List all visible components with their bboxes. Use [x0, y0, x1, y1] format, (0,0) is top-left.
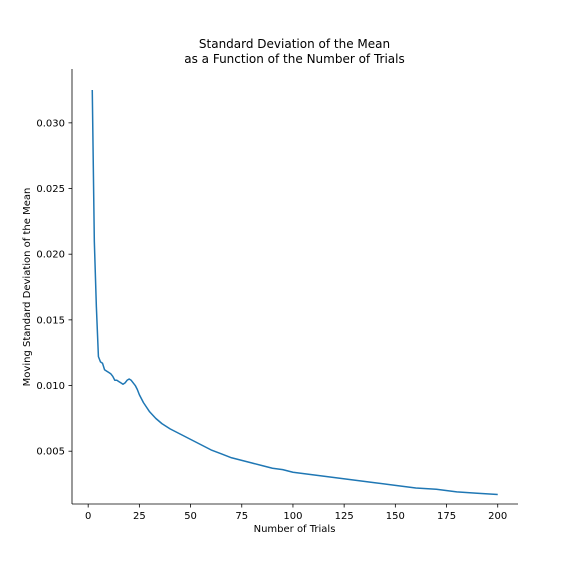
series-line	[91, 89, 498, 496]
y-axis-ticks: 0.005 0.010 0.015 0.020 0.025 0.030	[36, 118, 72, 458]
x-tick-label: 75	[235, 511, 248, 522]
x-tick-label: 175	[437, 511, 456, 522]
x-tick-label: 25	[133, 511, 146, 522]
y-axis-label: Moving Standard Deviation of the Mean	[22, 188, 33, 387]
x-tick-label: 150	[386, 511, 405, 522]
x-tick-label: 50	[184, 511, 197, 522]
y-tick-label: 0.005	[36, 447, 65, 458]
y-tick-label: 0.010	[36, 381, 65, 392]
x-tick-label: 200	[488, 511, 507, 522]
chart-title-line-2: as a Function of the Number of Trials	[184, 52, 405, 66]
y-tick-label: 0.020	[36, 250, 65, 261]
y-tick-label: 0.025	[36, 184, 65, 195]
x-axis-ticks: 0 25 50 75 100 125 150 175 200	[85, 504, 507, 522]
x-axis-label: Number of Trials	[254, 524, 336, 535]
x-tick-label: 100	[283, 511, 302, 522]
x-tick-label: 125	[335, 511, 354, 522]
chart-title-line-1: Standard Deviation of the Mean	[199, 37, 390, 51]
y-tick-label: 0.030	[36, 118, 65, 129]
x-tick-label: 0	[85, 511, 91, 522]
y-tick-label: 0.015	[36, 315, 65, 326]
